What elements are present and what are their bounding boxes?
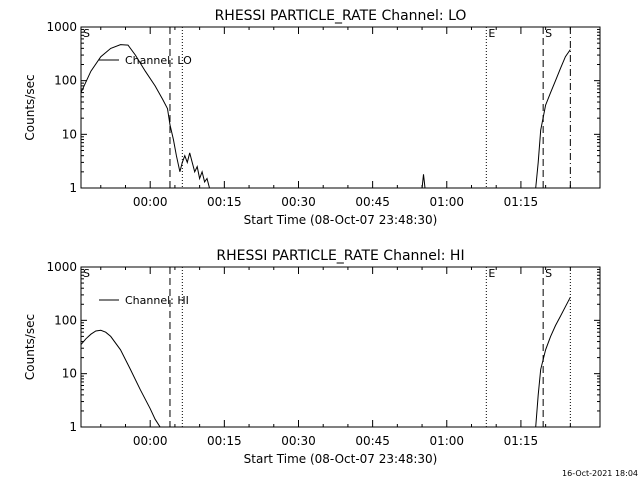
panel-2-series-line-2 [535,297,571,427]
panel-1-xtick-label: 00:15 [207,195,242,209]
panel-2-ylabel: Counts/sec [23,314,37,380]
panel-1-legend-label: Channel: LO [125,54,192,67]
panel-1-series-line-1 [81,44,210,188]
panel-2-ytick-label: 1000 [46,260,77,274]
footer-timestamp: 16-Oct-2021 18:04 [562,469,638,478]
panel-2-title: RHESSI PARTICLE_RATE Channel: HI [216,248,464,264]
panel-1-ytick-label: 1000 [46,20,77,34]
panel-1-xtick-label: 00:30 [281,195,316,209]
panel-1-xtick-label: 01:00 [429,195,464,209]
panel-2-marker-label: S [83,267,90,280]
panel-2-xtick-label: 00:45 [355,434,390,448]
panel-1-marker-label: S [545,27,552,40]
panel-1-ylabel: Counts/sec [23,74,37,140]
panel-2-ytick-label: 100 [54,313,77,327]
panel-1-ytick-label: 10 [62,127,77,141]
panel-2-xtick-label: 00:15 [207,434,242,448]
panel-2-xtick-label: 00:00 [133,434,168,448]
panel-2-xtick-label: 01:00 [429,434,464,448]
panel-2-xlabel: Start Time (08-Oct-07 23:48:30) [244,452,438,466]
panel-1-ytick-label: 100 [54,74,77,88]
panel-1-title: RHESSI PARTICLE_RATE Channel: LO [215,8,467,24]
panel-1-ytick-label: 1 [69,181,77,195]
panel-1-marker-label: E [488,27,495,40]
panel-2-marker-label: S [545,267,552,280]
panel-1-xtick-label: 00:45 [355,195,390,209]
panel-2-ytick-label: 10 [62,367,77,381]
panel-1-xlabel: Start Time (08-Oct-07 23:48:30) [244,213,438,227]
panel-2-xtick-label: 00:30 [281,434,316,448]
panel-2-series-line-1 [81,329,161,427]
panel-2-xtick-label: 01:15 [504,434,539,448]
panel-2-frame [80,266,601,428]
panel-1-marker-label: S [83,27,90,40]
panel-2-marker-label: E [488,267,495,280]
panel-1-series-line-2 [421,174,426,188]
panel-1-xtick-label: 00:00 [133,195,168,209]
panel-1-series-line-3 [535,49,571,188]
panel-1-xtick-label: 01:15 [504,195,539,209]
panel-2-ytick-label: 1 [69,420,77,434]
panel-1-frame [80,26,601,189]
panel-2-legend-label: Channel: HI [125,294,189,307]
